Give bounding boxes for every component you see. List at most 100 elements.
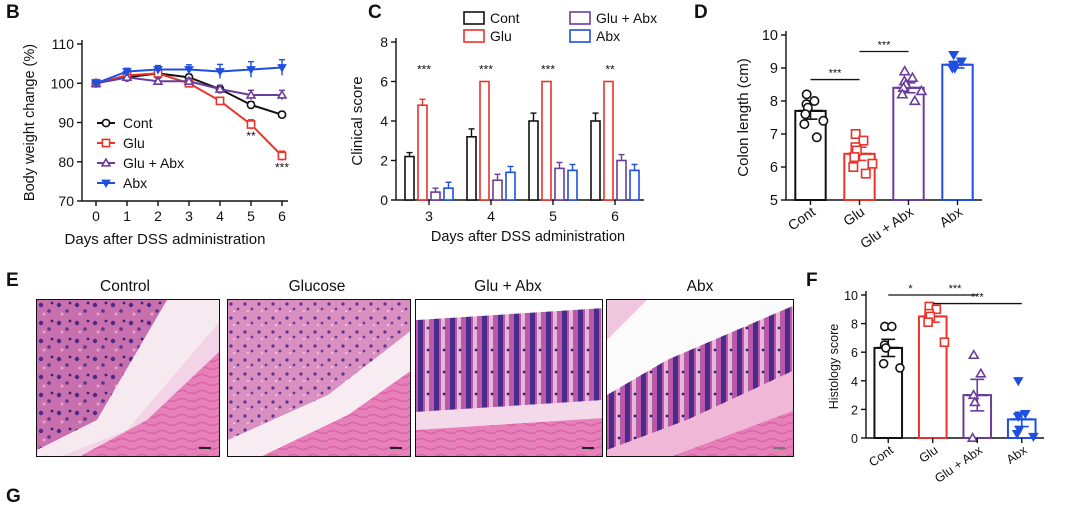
y-tick-label: 100 — [51, 75, 75, 91]
x-tick-label: Abx — [936, 203, 965, 230]
legend-marker-glu — [101, 138, 111, 148]
data-point-glu — [246, 120, 256, 129]
y-tick-label: 9 — [770, 61, 778, 77]
data-point-abx — [1012, 412, 1024, 422]
x-tick-label: Cont — [866, 443, 896, 470]
data-point-cont — [799, 119, 810, 130]
data-point-glu — [939, 337, 950, 347]
y-tick-label: 7 — [770, 127, 778, 143]
x-tick-label: 6 — [611, 208, 619, 224]
x-tick-label: Glu + Abx — [932, 443, 985, 486]
data-point-cont — [895, 363, 905, 373]
legend-swatch-cont — [463, 11, 485, 25]
data-point-abx — [1013, 377, 1024, 387]
data-point-abx — [153, 66, 163, 75]
legend-label-glu: Glu — [123, 135, 145, 151]
bar-abx — [941, 63, 974, 201]
data-point-glu_abx — [969, 396, 981, 407]
data-point-glu_abx — [967, 389, 980, 400]
y-axis-label: Body weight change (%) — [22, 44, 38, 201]
data-point-glu — [867, 158, 878, 169]
y-tick-label: 8 — [770, 94, 778, 110]
bar-abx — [567, 169, 578, 201]
bar-glu_abx — [892, 86, 925, 201]
y-tick-label: 2 — [380, 153, 388, 169]
significance-label: *** — [417, 63, 431, 77]
legend-label-glu_abx: Glu + Abx — [123, 155, 184, 171]
data-point-abx — [1028, 432, 1039, 442]
histology-title-glu-abx: Glu + Abx — [474, 278, 542, 295]
bar-glu — [541, 80, 552, 201]
bar-cont — [873, 346, 904, 439]
significance-label: *** — [878, 40, 892, 52]
x-tick-label: 1 — [123, 208, 131, 224]
legend-marker-abx — [101, 179, 111, 188]
legend-label-abx: Abx — [596, 28, 620, 44]
histology-title-glucose: Glucose — [288, 278, 346, 295]
histology-image-glucose — [227, 299, 411, 457]
significance-label: * — [908, 283, 913, 295]
x-tick-label: 5 — [549, 208, 557, 224]
histology-image-glu-abx — [415, 299, 603, 457]
legend-marker-glu_abx — [100, 157, 112, 167]
data-point-abx — [277, 64, 287, 73]
x-tick-label: 5 — [247, 208, 255, 224]
bar-abx — [505, 171, 516, 201]
bar-abx — [443, 187, 454, 201]
significance-label: ** — [605, 63, 615, 77]
scale-bar — [773, 447, 785, 449]
data-point-glu — [850, 129, 861, 140]
data-point-abx — [122, 68, 132, 77]
y-tick-label: 80 — [58, 154, 74, 170]
data-point-cont — [881, 343, 891, 353]
data-point-abx — [1011, 430, 1023, 440]
bar-glu — [479, 80, 490, 201]
data-point-cont — [801, 89, 812, 100]
data-point-abx — [955, 57, 967, 68]
histology-image-control — [36, 299, 220, 457]
significance-label: ** — [246, 129, 256, 143]
legend-swatch-glu — [463, 29, 485, 43]
data-point-glu_abx — [121, 71, 133, 82]
data-point-glu_abx — [183, 75, 195, 85]
panel-label-d: D — [694, 2, 708, 23]
bar-abx — [629, 169, 640, 201]
bar-cont — [404, 155, 415, 201]
data-point-abx — [1020, 409, 1031, 420]
data-point-cont — [811, 132, 822, 143]
bar-glu_abx — [492, 179, 503, 201]
data-point-glu_abx — [214, 83, 226, 93]
data-point-glu_abx — [975, 367, 987, 378]
data-point-glu — [923, 317, 933, 327]
y-tick-label: 70 — [58, 193, 74, 209]
panel-label-e: E — [6, 270, 19, 291]
data-point-glu_abx — [966, 432, 979, 443]
y-tick-label: 6 — [380, 74, 388, 90]
histology-title-abx: Abx — [686, 278, 714, 295]
tissue-illustration — [228, 300, 410, 456]
data-point-glu_abx — [906, 71, 919, 83]
data-point-cont — [800, 109, 811, 120]
x-tick-label: Abx — [1004, 443, 1030, 467]
y-tick-label: 110 — [52, 36, 75, 52]
y-tick-label: 0 — [380, 192, 388, 208]
x-tick-label: 3 — [185, 208, 193, 224]
y-tick-label: 8 — [380, 34, 388, 50]
significance-label: *** — [971, 292, 985, 304]
data-point-glu_abx — [908, 94, 921, 106]
data-point-glu — [849, 152, 860, 163]
significance-label: *** — [479, 63, 493, 77]
legend-label-glu_abx: Glu + Abx — [596, 10, 657, 26]
bar-cont — [590, 120, 601, 201]
bar-glu — [417, 104, 428, 201]
significance-label: *** — [275, 161, 289, 175]
data-point-abx — [184, 66, 194, 75]
bar-glu — [603, 80, 614, 201]
y-tick-label: 4 — [851, 375, 858, 389]
y-tick-label: 2 — [851, 403, 858, 417]
data-point-glu_abx — [152, 75, 164, 85]
y-tick-label: 90 — [58, 115, 74, 131]
data-point-glu — [848, 162, 859, 173]
scale-bar — [582, 447, 594, 449]
data-point-glu — [860, 168, 871, 179]
